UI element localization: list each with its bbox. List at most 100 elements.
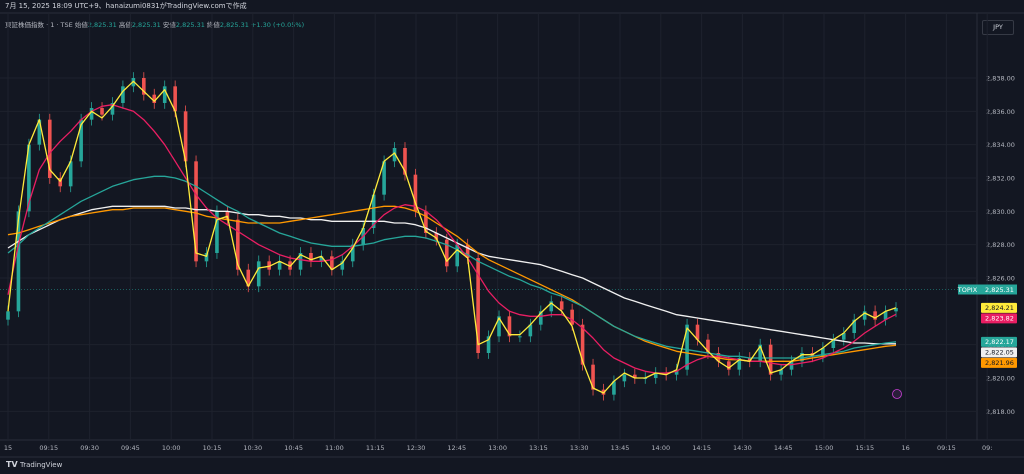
candle-body [194,161,198,262]
y-tick-label: 2,828.00 [986,241,1015,249]
candle-body [747,358,752,362]
candle-body [183,111,188,162]
x-tick-label: 13:30 [570,444,589,452]
candle-body [16,211,21,312]
tradingview-logo-icon: 𝗧𝗩 [6,460,18,469]
candle-body [653,373,658,378]
candle-body [173,86,177,112]
moving-average-line [7,205,897,362]
candle-body [100,108,104,115]
candle-body [68,161,73,187]
candle-body [612,381,616,395]
candle-body [371,194,376,228]
ma-value-tag [981,336,1017,347]
candle-body [800,353,804,362]
x-tick-label: 14:30 [733,444,752,452]
candle-body [434,233,439,240]
candle-body [267,261,271,270]
candle-body [570,309,574,325]
x-tick-label: 13:00 [488,444,507,452]
x-tick-label: 13:45 [611,444,630,452]
candle-body [79,119,83,162]
x-tick-label: 12:30 [407,444,426,452]
x-tick-label: 10:00 [162,444,181,452]
candle-body [779,369,783,375]
candle-body [841,333,846,340]
symbol-name[interactable]: 東証株価指数 · 1 · TSE [5,21,73,29]
x-tick-label: 12:45 [447,444,466,452]
y-tick-label: 2,826.00 [986,275,1015,283]
candle-body [580,324,585,365]
candle-body [225,211,230,220]
y-tick-label: 2,832.00 [986,175,1015,183]
candle-body [873,311,877,320]
candle-body [403,148,407,175]
close-label: 終値 [206,21,220,29]
x-tick-label: 11:15 [366,444,385,452]
candle-body [591,364,595,390]
ma-value-tag [981,313,1017,324]
low-label: 安値 [162,21,176,29]
candle-body [340,261,345,270]
y-tick-label: 2,834.00 [986,141,1015,149]
candle-body [142,78,146,95]
x-tick-label: 15:15 [855,444,874,452]
candle-body [894,308,898,312]
candle-body [852,319,857,333]
symbol-legend[interactable]: 東証株価指数 · 1 · TSE 始値2,825.31 高値2,825.31 安… [5,19,304,29]
currency-button[interactable]: JPY [982,20,1014,35]
chart-header: 7月 15, 2025 18:09 UTC+9、hanaizumi0831がTr… [0,0,1024,12]
candle-body [768,344,773,375]
ma-value-tag [981,302,1017,313]
candle-body [685,324,689,370]
price-tag [977,284,1017,295]
high-label: 高値 [118,21,132,29]
candle-body [727,361,731,370]
candle-body [507,316,512,337]
candle-body [236,219,240,270]
symbol-tag [958,284,977,295]
x-tick-label: 09:15 [39,444,58,452]
footer-brand: TradingView [20,461,63,469]
high-value: 2,825.31 [131,21,161,29]
candle-body [706,339,710,353]
candle-body [559,301,564,310]
candle-body [737,358,742,370]
candle-body [444,239,449,267]
candle-body [392,148,397,162]
candle-body [455,244,460,267]
chart-title: 7月 15, 2025 18:09 UTC+9、hanaizumi0831がTr… [5,2,247,10]
candle-body [716,353,721,362]
candle-body [110,103,115,115]
candle-body [821,348,825,357]
ma-value-tag-text: 2,824.21 [985,304,1014,312]
y-tick-label: 2,820.00 [986,375,1015,383]
candle-body [831,339,836,348]
candle-body [319,256,324,262]
candle-body [622,374,627,382]
x-tick-label: 14:15 [692,444,711,452]
candle-body [789,361,794,370]
moving-average-line [7,80,897,394]
candle-body [528,324,533,337]
change-value: +1.30 (+0.05%) [250,21,305,29]
candle-body [89,108,94,120]
candle-body [58,178,63,187]
x-tick-label: 10:45 [284,444,303,452]
ma-value-tag [981,357,1017,368]
candle-body [298,253,303,270]
x-tick-label: 15:00 [815,444,834,452]
x-tick-label: 10:15 [203,444,222,452]
x-tick-label: 09:30 [80,444,99,452]
ma-value-tag [981,347,1017,358]
y-tick-label: 2,836.00 [986,108,1015,116]
event-icon[interactable] [892,389,902,399]
candle-body [47,119,52,178]
low-value: 2,825.31 [175,21,205,29]
ma-value-tag-text: 2,822.05 [985,349,1014,357]
candle-body [883,311,888,320]
candle-body [121,86,125,103]
candle-body [497,316,501,337]
x-tick-label: 10:30 [243,444,262,452]
